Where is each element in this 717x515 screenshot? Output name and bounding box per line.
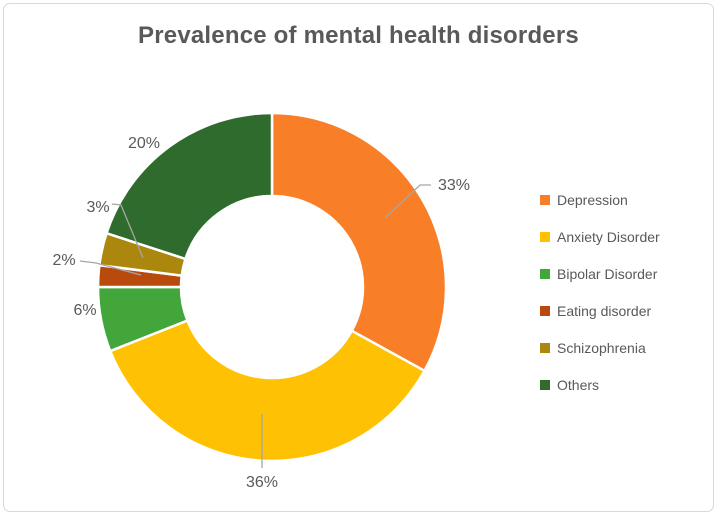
legend-swatch-icon — [540, 268, 550, 279]
data-label-bipolar-disorder: 6% — [73, 302, 97, 319]
data-label-depression: 33% — [437, 177, 471, 194]
data-label-eating-disorder: 2% — [52, 252, 76, 269]
legend-item-others[interactable]: Others — [540, 366, 660, 403]
leader-line-eating-disorder — [79, 260, 142, 276]
donut-slice-others[interactable] — [104, 111, 274, 261]
legend: Depression Anxiety Disorder Bipolar Disord… — [540, 181, 660, 403]
donut-slice-depression[interactable] — [270, 111, 448, 373]
legend-swatch-icon — [540, 194, 550, 205]
legend-swatch-icon — [540, 342, 550, 353]
legend-swatch-icon — [540, 305, 550, 316]
donut-slice-anxiety-disorder[interactable] — [108, 318, 427, 463]
leader-line-schizophrenia — [111, 203, 144, 259]
legend-label: Depression — [557, 191, 628, 208]
legend-item-anxiety-disorder[interactable]: Anxiety Disorder — [540, 218, 660, 255]
data-label-anxiety-disorder: 36% — [245, 474, 279, 491]
legend-swatch-icon — [540, 379, 550, 390]
legend-label: Anxiety Disorder — [557, 228, 660, 245]
legend-label: Bipolar Disorder — [557, 265, 658, 282]
legend-item-eating-disorder[interactable]: Eating disorder — [540, 292, 660, 329]
legend-label: Eating disorder — [557, 302, 652, 319]
data-label-others: 20% — [127, 135, 161, 152]
data-label-schizophrenia: 3% — [86, 199, 110, 216]
legend-label: Others — [557, 376, 600, 393]
legend-item-schizophrenia[interactable]: Schizophrenia — [540, 329, 660, 366]
legend-label: Schizophrenia — [557, 339, 646, 356]
leader-line-depression — [384, 184, 431, 219]
legend-item-bipolar-disorder[interactable]: Bipolar Disorder — [540, 255, 660, 292]
chart-title: Prevalence of mental health disorders — [138, 22, 579, 49]
legend-swatch-icon — [540, 231, 550, 242]
legend-item-depression[interactable]: Depression — [540, 181, 660, 218]
